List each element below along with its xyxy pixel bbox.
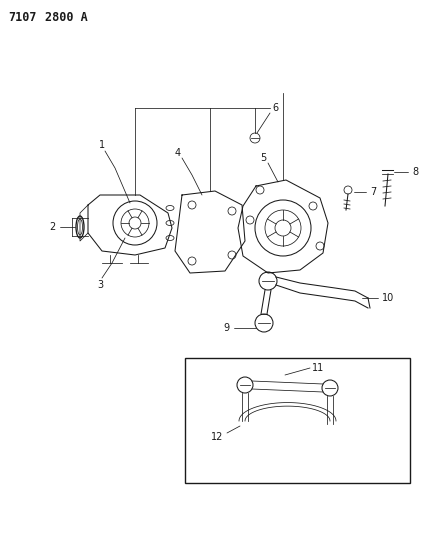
Text: 10: 10 (382, 293, 394, 303)
Text: 9: 9 (223, 323, 229, 333)
Text: 12: 12 (211, 432, 223, 442)
Text: 3: 3 (97, 280, 103, 290)
Text: 7107: 7107 (8, 11, 36, 24)
Text: 2800 A: 2800 A (45, 11, 88, 24)
Text: 5: 5 (260, 153, 266, 163)
Text: 11: 11 (312, 363, 324, 373)
Text: 7: 7 (370, 187, 376, 197)
Text: 4: 4 (175, 148, 181, 158)
Text: 1: 1 (99, 140, 105, 150)
Bar (185, 358, 410, 483)
Text: 6: 6 (272, 103, 278, 113)
Text: 2: 2 (49, 222, 55, 232)
Text: 8: 8 (412, 167, 418, 177)
